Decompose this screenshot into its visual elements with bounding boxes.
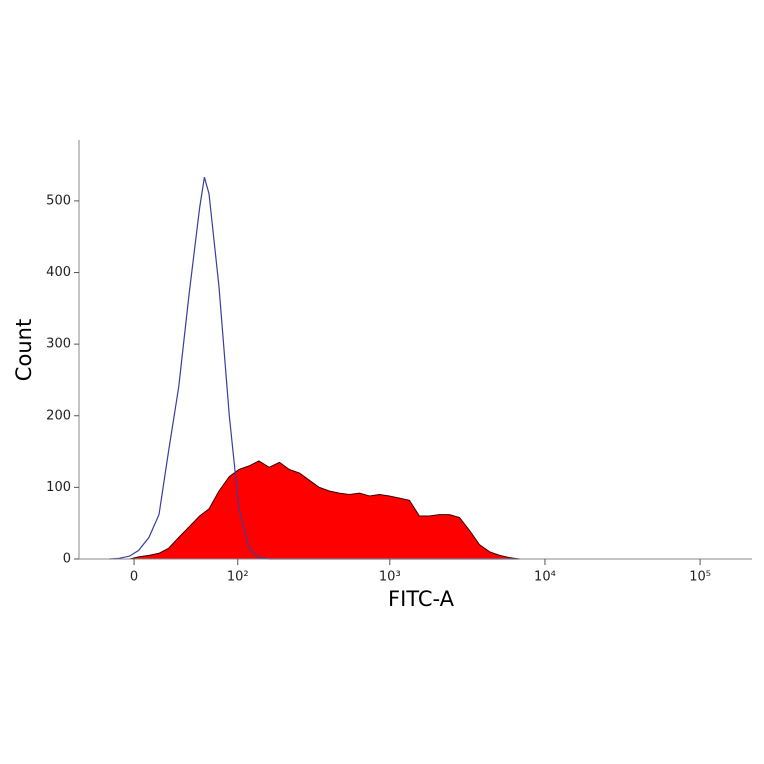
x-tick-label: 10⁴ [534,570,556,585]
x-tick-label: 0 [130,570,138,585]
y-tick-label: 400 [46,265,71,280]
y-tick-label: 0 [63,552,71,567]
x-tick-label: 10³ [379,570,401,585]
y-tick-label: 300 [46,337,71,352]
y-axis-title: Count [12,319,36,381]
area [109,460,520,560]
y-tick-label: 200 [46,408,71,423]
x-axis-title: FITC-A [388,587,455,611]
y-tick-label: 100 [46,480,71,495]
x-tick-label: 10⁵ [689,570,711,585]
y-tick-label: 500 [46,193,71,208]
x-tick-label: 10² [227,570,249,585]
